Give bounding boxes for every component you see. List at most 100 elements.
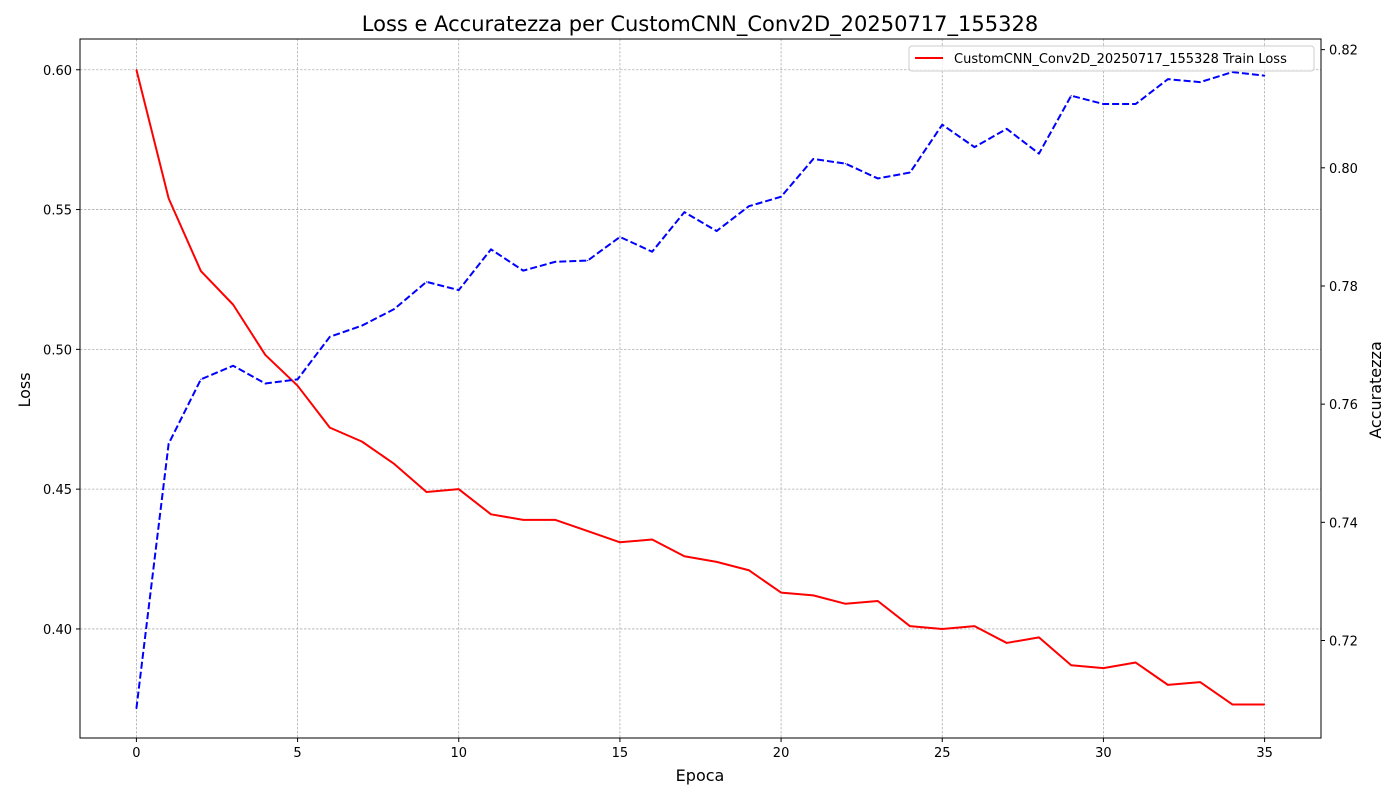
data-point-train-loss: [425, 491, 428, 493]
y-tick-label-left: 0.40: [43, 623, 72, 638]
data-point-accuracy: [587, 259, 589, 262]
data-point-accuracy: [1231, 71, 1233, 73]
data-point-train-loss: [748, 569, 750, 571]
data-point-train-loss: [361, 441, 363, 443]
y-axis-right-title: Accuratezza: [1366, 341, 1385, 439]
data-point-train-loss: [1263, 703, 1266, 706]
data-point-accuracy: [716, 230, 718, 232]
data-point-accuracy: [812, 158, 814, 160]
x-tick-label: 15: [612, 746, 629, 761]
data-point-train-loss: [1199, 681, 1201, 683]
data-point-accuracy: [168, 443, 170, 445]
data-point-accuracy: [1135, 103, 1137, 105]
data-point-accuracy: [1006, 128, 1008, 130]
data-point-accuracy: [361, 324, 363, 327]
data-point-train-loss: [168, 197, 170, 199]
y-axis-left-title: Loss: [15, 372, 34, 407]
y-tick-label-right: 0.80: [1329, 162, 1358, 177]
data-point-train-loss: [1231, 703, 1233, 706]
data-point-train-loss: [941, 628, 943, 630]
data-point-accuracy: [1102, 103, 1105, 105]
data-point-train-loss: [554, 519, 557, 521]
data-point-accuracy: [232, 365, 234, 367]
x-axis-title: Epoca: [676, 766, 725, 785]
y-tick-label-left: 0.50: [43, 343, 72, 358]
data-point-train-loss: [490, 513, 492, 515]
data-point-accuracy: [458, 289, 460, 291]
data-point-train-loss: [651, 538, 653, 541]
data-point-train-loss: [1038, 636, 1040, 638]
x-tick-label: 20: [773, 746, 790, 761]
data-point-train-loss: [200, 270, 202, 272]
y-tick-label-left: 0.60: [43, 64, 72, 79]
data-point-accuracy: [490, 248, 492, 250]
data-point-train-loss: [716, 561, 718, 563]
data-point-accuracy: [200, 378, 202, 380]
y-tick-label-right: 0.78: [1329, 280, 1358, 295]
chart-title: Loss e Accuratezza per CustomCNN_Conv2D_…: [362, 12, 1038, 37]
data-point-train-loss: [296, 385, 299, 387]
legend-box: [908, 45, 1315, 72]
data-point-accuracy: [329, 336, 331, 338]
data-point-accuracy: [1199, 81, 1201, 83]
data-point-accuracy: [1263, 75, 1266, 77]
series-line-accuracy: [135, 71, 1265, 709]
y-axis-right: 0.72 0.74 0.76 0.78 0.80 0.82: [1321, 44, 1358, 650]
y-tick-label-left: 0.55: [43, 204, 72, 219]
x-tick-label: 5: [293, 746, 301, 761]
data-point-train-loss: [458, 488, 460, 490]
data-point-accuracy: [425, 281, 428, 283]
series-layer: [135, 69, 1266, 710]
data-point-train-loss: [264, 354, 266, 356]
data-point-accuracy: [135, 707, 138, 710]
data-point-train-loss: [1006, 642, 1008, 644]
data-point-accuracy: [748, 205, 750, 207]
data-point-train-loss: [877, 600, 879, 602]
y-tick-label-left: 0.45: [43, 483, 72, 498]
data-point-accuracy: [909, 171, 911, 174]
legend-label-train-loss: CustomCNN_Conv2D_20250717_155328 Train L…: [954, 52, 1287, 67]
data-point-accuracy: [393, 308, 395, 310]
data-point-train-loss: [329, 427, 331, 429]
data-point-train-loss: [619, 541, 621, 543]
x-tick-label: 10: [450, 746, 467, 761]
data-point-accuracy: [651, 251, 653, 253]
series-line-train-loss: [135, 69, 1265, 706]
data-point-accuracy: [1167, 78, 1169, 80]
x-tick-label: 30: [1095, 746, 1112, 761]
legend: CustomCNN_Conv2D_20250717_155328 Train L…: [908, 45, 1315, 72]
x-tick-label: 35: [1256, 746, 1273, 761]
data-point-accuracy: [877, 177, 879, 180]
data-point-train-loss: [232, 304, 234, 306]
data-point-train-loss: [522, 519, 524, 521]
data-point-train-loss: [1102, 667, 1105, 669]
data-point-accuracy: [619, 236, 621, 238]
y-axis-left: 0.40 0.45 0.50 0.55 0.60: [43, 64, 80, 638]
data-point-train-loss: [812, 594, 814, 597]
x-axis: 0 5 10 15 20 25 30 35: [132, 738, 1273, 761]
data-point-train-loss: [683, 555, 685, 557]
x-tick-label: 25: [934, 746, 951, 761]
data-point-train-loss: [1135, 661, 1137, 664]
data-point-train-loss: [1070, 664, 1072, 666]
data-point-train-loss: [135, 69, 138, 71]
data-point-train-loss: [844, 603, 847, 605]
data-point-train-loss: [780, 592, 782, 594]
data-point-accuracy: [1038, 153, 1040, 155]
data-point-accuracy: [683, 211, 685, 213]
plot-frame: [79, 38, 1322, 739]
data-point-accuracy: [554, 261, 557, 263]
data-point-train-loss: [909, 625, 911, 627]
data-point-accuracy: [264, 382, 266, 385]
x-tick-label: 0: [132, 746, 140, 761]
data-point-train-loss: [393, 463, 395, 465]
y-tick-label-right: 0.72: [1329, 635, 1358, 650]
data-point-accuracy: [780, 196, 782, 198]
y-tick-label-right: 0.76: [1329, 398, 1358, 413]
y-tick-label-right: 0.74: [1329, 516, 1358, 531]
data-point-accuracy: [522, 270, 524, 272]
data-point-accuracy: [1070, 95, 1072, 97]
y-tick-label-right: 0.82: [1329, 44, 1358, 59]
